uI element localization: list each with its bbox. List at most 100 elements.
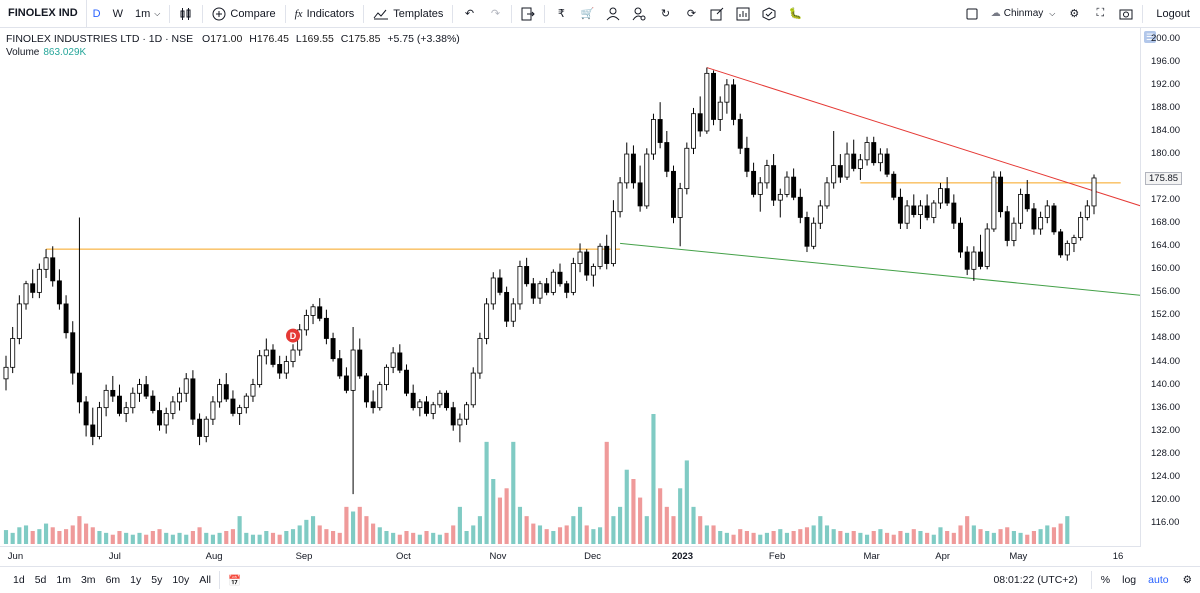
range-3m[interactable]: 3m — [80, 574, 96, 586]
candle-body — [871, 142, 877, 164]
candle-body — [677, 188, 683, 218]
interval-1m[interactable]: 1m ⌵ — [129, 0, 166, 27]
price-tick-label: 140.00 — [1151, 378, 1181, 390]
clock[interactable]: 08:01:22 (UTC+2) — [993, 574, 1078, 586]
shield-button[interactable] — [756, 0, 782, 27]
log-toggle[interactable]: log — [1122, 574, 1137, 586]
undo-icon: ↶ — [464, 8, 475, 20]
indicators-label: Indicators — [306, 7, 355, 20]
volume-bar — [965, 516, 970, 544]
scale-toggle-button[interactable]: ☰ — [1144, 31, 1156, 43]
candle-body — [704, 72, 710, 132]
interval-d[interactable]: D — [92, 7, 101, 20]
interval-1m-label: 1m — [135, 7, 151, 20]
volume-bar — [484, 441, 489, 544]
volume-bar — [437, 534, 442, 544]
candle-body — [210, 401, 216, 420]
volume-bar — [544, 529, 549, 544]
volume-bar — [110, 534, 115, 544]
price-tick-label: 184.00 — [1151, 124, 1181, 136]
candle-body — [771, 165, 777, 201]
price-scale[interactable]: ☰ 200.00 196.00 192.00 188.00 184.00 180.00 17… — [1140, 27, 1200, 547]
candle-body — [964, 251, 970, 270]
undo-button[interactable]: ↶ — [456, 0, 482, 27]
volume-bar — [824, 525, 830, 544]
candle-body — [16, 303, 22, 339]
range-1m[interactable]: 1m — [56, 574, 71, 586]
range-6m[interactable]: 6m — [105, 574, 121, 586]
volume-bar — [1031, 531, 1036, 544]
candle-body — [657, 119, 663, 143]
volume-bar — [1051, 527, 1057, 544]
volume-bar — [157, 529, 162, 544]
candle-body — [817, 205, 823, 224]
candle-body — [417, 401, 423, 409]
candle-body — [731, 84, 737, 120]
chart-type-button[interactable] — [173, 0, 199, 27]
volume-bar — [818, 516, 823, 544]
user-button[interactable] — [600, 0, 626, 27]
volume-bar — [417, 534, 422, 544]
candle-body — [430, 404, 436, 414]
rupee-button[interactable]: ₹ — [548, 0, 574, 27]
time-tick-label: Feb — [768, 551, 786, 562]
range-10y[interactable]: 10y — [172, 574, 190, 586]
screenshot-button[interactable] — [1113, 0, 1139, 27]
volume-bar — [371, 523, 376, 544]
sync-button[interactable]: ⟳ — [678, 0, 704, 27]
candle-body — [83, 401, 89, 426]
candle-body — [183, 378, 189, 394]
symbol-title: FINOLEX INDUSTRIES LTD · 1D · NSE — [6, 33, 194, 45]
time-tick-label: Oct — [395, 551, 411, 562]
candle-body — [917, 205, 923, 215]
user-settings-button[interactable] — [626, 0, 652, 27]
chart-settings-button[interactable]: ⚙ — [1175, 574, 1200, 586]
popout-button[interactable] — [704, 0, 730, 27]
time-axis[interactable]: Jun Jul Aug Sep Oct Nov Dec 2023 Feb Mar Apr May 16 — [0, 546, 1140, 567]
compare-button[interactable]: Compare — [206, 0, 281, 27]
range-5y[interactable]: 5y — [151, 574, 163, 586]
range-5d[interactable]: 5d — [34, 574, 47, 586]
logout-button[interactable]: Logout — [1156, 7, 1190, 20]
price-tick-label: 175.85 — [1145, 171, 1183, 185]
redo-button[interactable]: ↷ — [482, 0, 508, 27]
symbol-search[interactable]: FINOLEX IND — [0, 0, 87, 27]
percent-toggle[interactable]: % — [1100, 574, 1111, 586]
candle-body — [577, 251, 583, 264]
candle-body — [170, 401, 176, 414]
volume-bar — [250, 534, 256, 544]
layout-name-dropdown[interactable]: ☁ Chinmay ⌵ — [985, 0, 1062, 27]
volume-bar — [664, 506, 669, 544]
range-1y[interactable]: 1y — [130, 574, 142, 586]
layout-button[interactable] — [959, 0, 985, 27]
candle-body — [911, 205, 917, 215]
refresh-button[interactable]: ↻ — [652, 0, 678, 27]
auto-toggle[interactable]: auto — [1148, 574, 1169, 586]
time-tick-label: Nov — [489, 551, 507, 562]
volume-bar — [624, 469, 629, 544]
indicators-button[interactable]: fx Indicators — [289, 0, 361, 27]
volume-bar — [831, 529, 836, 544]
candle-body — [958, 222, 963, 253]
fullscreen-button[interactable]: ⛶ — [1087, 0, 1113, 27]
interval-w[interactable]: W — [112, 7, 124, 20]
volume-bar — [377, 527, 382, 544]
report-button[interactable] — [730, 0, 756, 27]
export-button[interactable] — [515, 0, 541, 27]
low-label: L — [295, 33, 302, 45]
candle-body — [10, 338, 16, 368]
bug-button[interactable]: 🐛 — [782, 0, 808, 27]
price-chart[interactable]: D — [0, 27, 1140, 546]
goto-date-button[interactable]: 📅 — [223, 574, 246, 587]
volume-bar — [524, 516, 529, 544]
settings-button[interactable]: ⚙ — [1061, 0, 1087, 27]
volume-bar — [644, 516, 649, 544]
candle-body — [23, 283, 29, 305]
range-all[interactable]: All — [199, 574, 211, 586]
candle-body — [484, 303, 490, 339]
cart-button[interactable]: 🛒 — [574, 0, 600, 27]
candle-body — [63, 303, 69, 334]
templates-button[interactable]: Templates — [367, 0, 449, 27]
close-label: C — [340, 33, 349, 45]
range-1d[interactable]: 1d — [13, 574, 25, 586]
